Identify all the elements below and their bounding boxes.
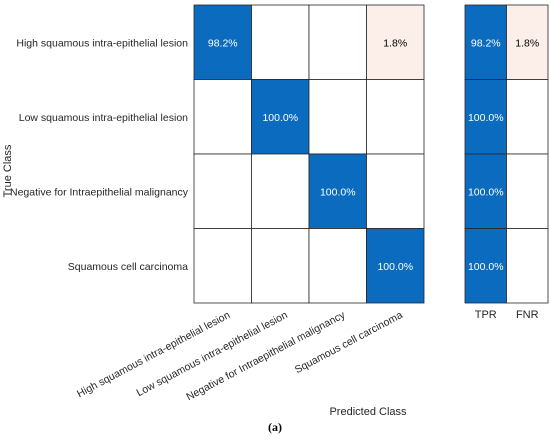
summary-header-tpr: TPR	[475, 309, 497, 321]
column-labels: High squamous intra-epithelial lesionLow…	[75, 309, 405, 404]
tpr-value-r1: 98.2%	[471, 37, 501, 49]
tpr-cell-r2	[464, 79, 507, 155]
matrix-cell-r3-c2	[251, 153, 310, 229]
column-label-squamous-cell-carcinoma: Squamous cell carcinoma	[293, 309, 405, 376]
matrix-cell-r4-c3	[308, 228, 367, 304]
matrix-cell-r1-c2	[251, 4, 310, 80]
matrix-cell-r1-c1	[193, 4, 252, 80]
summary-panel: 98.2% 1.8% 100.0% 100.0% 100.0% TPR FNR	[464, 4, 549, 321]
matrix-cell-r1-c4	[366, 4, 425, 80]
figure-caption: (a)	[268, 420, 282, 434]
matrix-cell-r3-c1	[193, 153, 252, 229]
summary-header-fnr: FNR	[516, 309, 539, 321]
matrix-cell-r3-c3	[308, 153, 367, 229]
confusion-matrix: 98.2% 1.8% 100.0% 100.0% 100.0%	[193, 4, 425, 304]
tpr-value-r3: 100.0%	[468, 186, 504, 198]
matrix-cell-r4-c4	[366, 228, 425, 304]
matrix-value-r3-c3: 100.0%	[320, 186, 356, 198]
fnr-cell-r3	[506, 153, 549, 229]
row-label-high-squamous-intra-epithelial-lesion: High squamous intra-epithelial lesion	[16, 37, 188, 49]
y-axis-label: True Class	[2, 144, 14, 197]
matrix-cell-r2-c2	[251, 79, 310, 155]
fnr-cell-r2	[506, 79, 549, 155]
matrix-value-r4-c4: 100.0%	[377, 261, 413, 273]
matrix-cell-r4-c1	[193, 228, 252, 304]
row-label-squamous-cell-carcinoma: Squamous cell carcinoma	[68, 261, 188, 273]
matrix-cell-r4-c2	[251, 228, 310, 304]
x-axis-label: Predicted Class	[329, 406, 407, 418]
matrix-cell-r2-c4	[366, 79, 425, 155]
tpr-value-r4: 100.0%	[468, 261, 504, 273]
tpr-value-r2: 100.0%	[468, 112, 504, 124]
tpr-cell-r1	[464, 4, 507, 80]
matrix-cell-r2-c1	[193, 79, 252, 155]
row-label-low-squamous-intra-epithelial-lesion: Low squamous intra-epithelial lesion	[19, 112, 188, 124]
tpr-cell-r4	[464, 228, 507, 304]
fnr-cell-r4	[506, 228, 549, 304]
matrix-value-r1-c1: 98.2%	[208, 37, 238, 49]
row-label-negative-for-intraepithelial-malignancy: Negative for Intraepithelial malignancy	[10, 186, 189, 198]
matrix-value-r2-c2: 100.0%	[262, 112, 298, 124]
matrix-cell-r3-c4	[366, 153, 425, 229]
matrix-cell-r1-c3	[308, 4, 367, 80]
matrix-value-r1-c4: 1.8%	[383, 37, 407, 49]
fnr-value-r1: 1.8%	[515, 37, 539, 49]
matrix-cell-r2-c3	[308, 79, 367, 155]
row-labels: High squamous intra-epithelial lesion Low…	[10, 37, 189, 273]
